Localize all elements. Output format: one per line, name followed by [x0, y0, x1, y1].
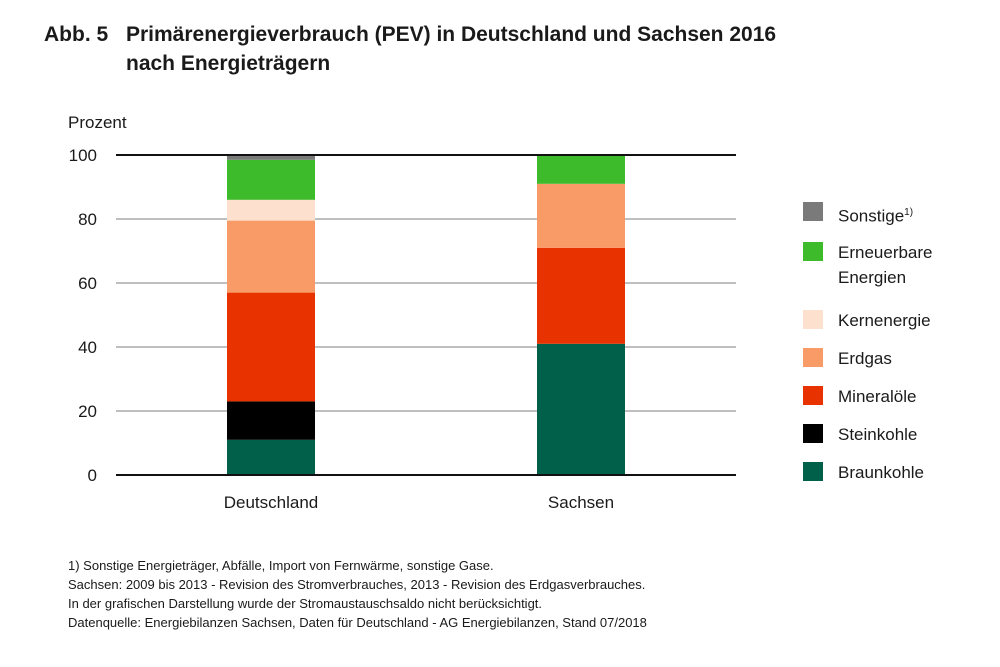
legend-swatch	[803, 348, 823, 367]
bars	[227, 155, 625, 475]
figure-number: Abb. 5	[44, 23, 109, 46]
legend-item: Steinkohle	[803, 422, 983, 447]
y-tick-labels: 0 20 40 60 80 100	[69, 146, 97, 485]
legend-item: Erneuerbare Energien	[803, 240, 983, 290]
legend-item: Mineralöle	[803, 384, 983, 409]
y-tick-label: 80	[78, 210, 97, 229]
footnote-marker: 1)	[904, 207, 914, 218]
footnote-1: 1) Sonstige Energieträger, Abfälle, Impo…	[68, 558, 494, 573]
bar-segment-sachsen-erneuerbare-energien	[537, 155, 625, 184]
bar-segment-deutschland-erdgas	[227, 220, 315, 293]
legend-item: Sonstige1)	[803, 200, 983, 229]
legend-item: Braunkohle	[803, 460, 983, 485]
title-line-2: nach Energieträgern	[126, 52, 331, 75]
y-tick-label: 40	[78, 338, 97, 357]
legend-item: Kernenergie	[803, 308, 983, 333]
x-tick-label: Deutschland	[224, 493, 319, 512]
bar-segment-sachsen-erdgas	[537, 183, 625, 248]
y-tick-label: 0	[88, 466, 97, 485]
legend-swatch	[803, 242, 823, 261]
legend-item: Erdgas	[803, 346, 983, 371]
y-axis-label: Prozent	[68, 113, 127, 132]
x-tick-labels: Deutschland Sachsen	[224, 493, 614, 512]
x-tick-label: Sachsen	[548, 493, 614, 512]
title-line-1: Primärenergieverbrauch (PEV) in Deutschl…	[126, 23, 777, 46]
footnotes: 1) Sonstige Energieträger, Abfälle, Impo…	[68, 556, 647, 632]
bar-segment-deutschland-mineral-le	[227, 292, 315, 402]
bar-segment-deutschland-steinkohle	[227, 401, 315, 440]
legend-label: Erneuerbare Energien	[838, 243, 933, 287]
bar-segment-sachsen-mineral-le	[537, 247, 625, 344]
footnote-3: In der grafischen Darstellung wurde der …	[68, 596, 543, 611]
legend-label: Steinkohle	[838, 425, 918, 444]
bar-segment-sachsen-braunkohle	[537, 343, 625, 475]
legend-label: Mineralöle	[838, 387, 917, 406]
legend-swatch	[803, 386, 823, 405]
footnote-4: Datenquelle: Energiebilanzen Sachsen, Da…	[68, 615, 647, 630]
y-tick-label: 20	[78, 402, 97, 421]
footnote-2: Sachsen: 2009 bis 2013 - Revision des St…	[68, 577, 646, 592]
legend-label: Braunkohle	[838, 463, 925, 482]
gridlines	[116, 154, 736, 476]
bar-segment-deutschland-sonstige	[227, 155, 315, 160]
legend-swatch	[803, 424, 823, 443]
legend-swatch	[803, 310, 823, 329]
bar-segment-deutschland-braunkohle	[227, 439, 315, 475]
legend-label: Sonstige1)	[838, 206, 914, 226]
legend-swatch	[803, 462, 823, 481]
legend-label: Erdgas	[838, 349, 892, 368]
axes	[116, 154, 736, 476]
legend-swatch	[803, 202, 823, 221]
bar-segment-deutschland-kernenergie	[227, 199, 315, 221]
legend-label: Kernenergie	[838, 311, 931, 330]
y-tick-label: 100	[69, 146, 97, 165]
y-tick-label: 60	[78, 274, 97, 293]
chart-title: Abb. 5 Primärenergieverbrauch (PEV) in De…	[44, 20, 776, 78]
bar-segment-deutschland-erneuerbare-energien	[227, 159, 315, 200]
